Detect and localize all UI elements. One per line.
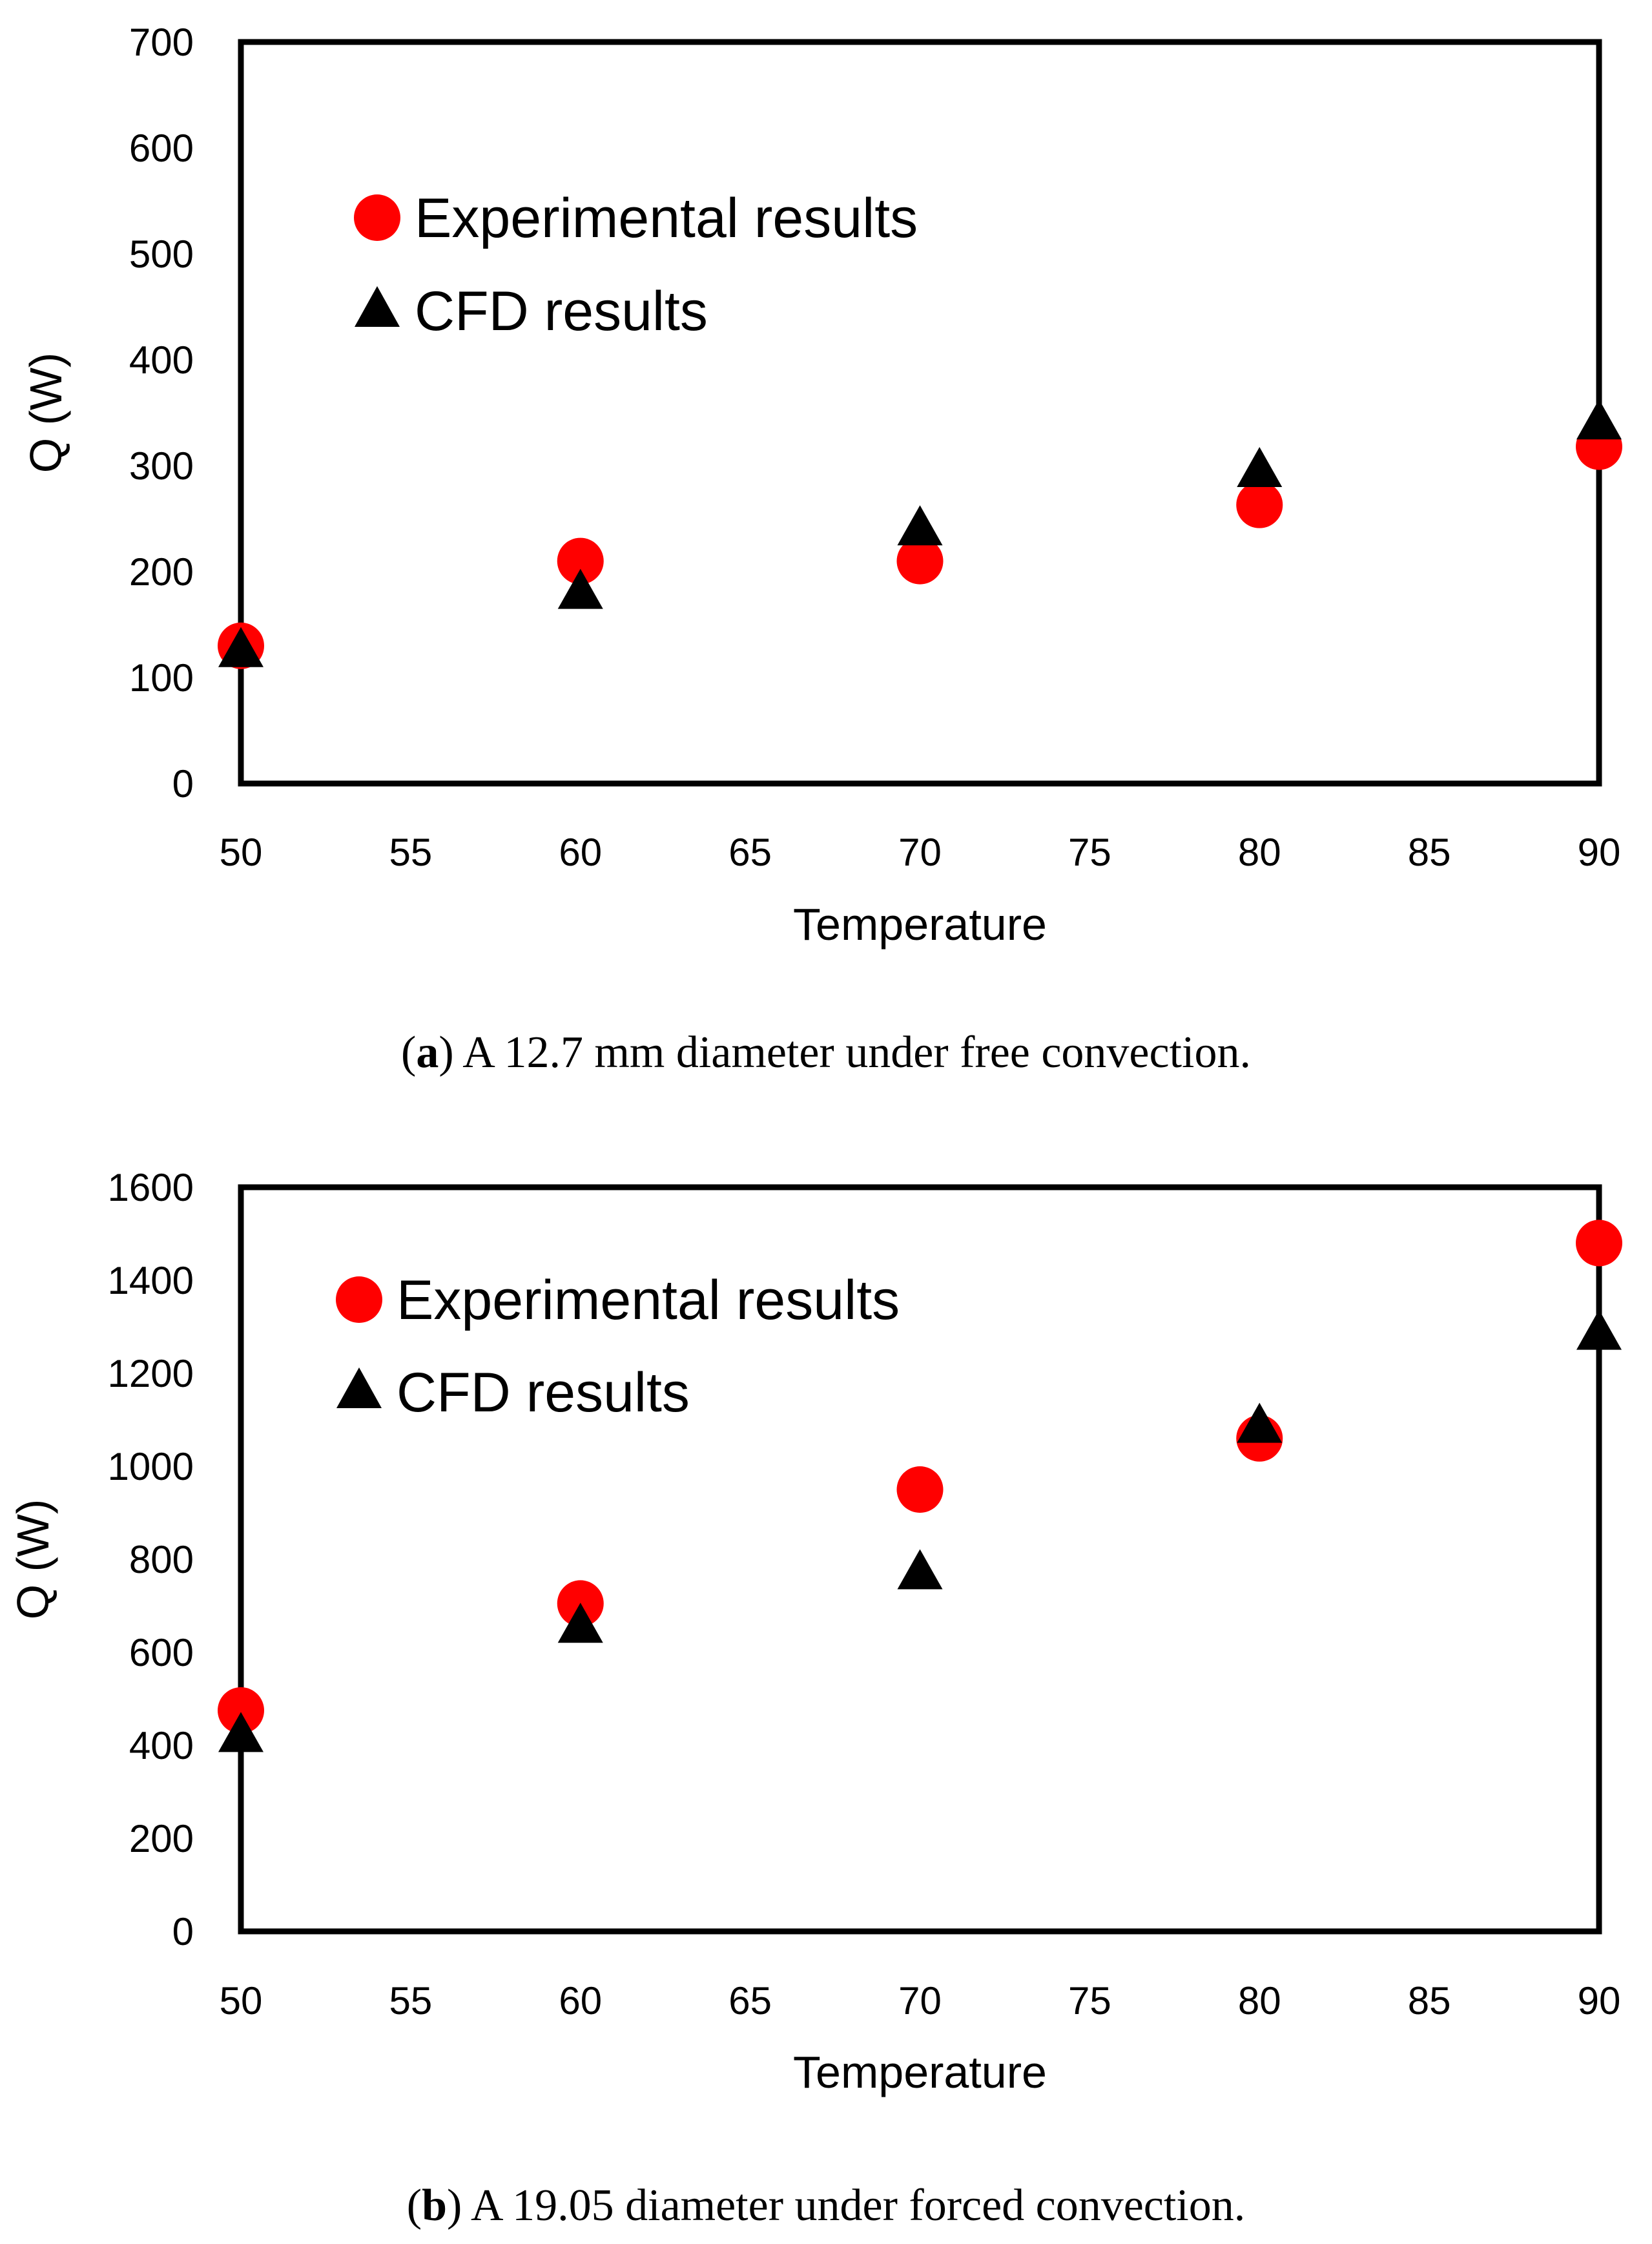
legend: Experimental results CFD results (336, 1269, 900, 1424)
y-tick-label: 0 (172, 762, 194, 805)
data-point-cfd (897, 1549, 943, 1590)
x-tick-label: 80 (1238, 831, 1281, 874)
legend-label: CFD results (415, 280, 708, 342)
y-tick-label: 100 (129, 656, 194, 700)
x-tick-label: 90 (1578, 1979, 1621, 2022)
data-point-cfd (557, 1603, 603, 1643)
figure-caption: (b) A 19.05 diameter under forced convec… (407, 2181, 1246, 2230)
data-point-cfd (1237, 1402, 1283, 1443)
y-tick-label: 1200 (108, 1352, 194, 1395)
x-tick-label: 60 (559, 1979, 602, 2022)
y-tick-label: 200 (129, 550, 194, 594)
data-point-cfd (897, 505, 943, 546)
legend-marker-experimental (336, 1276, 382, 1323)
data-point-cfd (557, 568, 603, 609)
data-point-cfd (218, 1712, 263, 1752)
data-point-experimental (896, 537, 944, 585)
data-point-experimental (218, 1687, 264, 1734)
y-tick-label: 800 (129, 1538, 194, 1581)
y-tick-label: 300 (129, 444, 194, 488)
y-tick-label: 600 (129, 1631, 194, 1674)
chart-panel-a: 50 55 60 65 70 75 80 85 90 0 100 200 300 400 500 600 700… (21, 21, 1622, 1077)
figure-caption: (a) A 12.7 mm diameter under free convec… (401, 1028, 1251, 1077)
data-point-experimental (896, 1466, 944, 1513)
legend-label: Experimental results (397, 1269, 900, 1331)
data-point-experimental (1576, 1220, 1622, 1267)
y-tick-label: 1000 (108, 1445, 194, 1488)
x-tick-label: 70 (898, 831, 942, 874)
y-tick-label: 1400 (108, 1259, 194, 1302)
x-tick-label: 60 (559, 831, 602, 874)
legend-marker-cfd (336, 1367, 382, 1408)
y-tick-label: 600 (129, 127, 194, 170)
x-tick-label: 70 (898, 1979, 942, 2022)
legend-label: CFD results (397, 1362, 690, 1424)
x-tick-label: 75 (1068, 1979, 1111, 2022)
y-tick-label: 500 (129, 233, 194, 276)
y-axis-title: Q (W) (8, 1499, 58, 1620)
plot-area-frame (238, 39, 1602, 787)
x-tick-label: 65 (728, 831, 772, 874)
x-tick-label: 55 (389, 831, 433, 874)
x-tick-label: 65 (728, 1979, 772, 2022)
caption-panel-label: b (422, 2181, 447, 2230)
data-point-cfd (1237, 447, 1283, 487)
data-point-cfd (1576, 1309, 1622, 1350)
data-point-cfd (1576, 399, 1622, 440)
y-tick-label: 400 (129, 338, 194, 382)
y-tick-label: 200 (129, 1817, 194, 1860)
legend-marker-cfd (355, 286, 400, 327)
y-tick-label: 1600 (108, 1166, 194, 1209)
y-tick-label: 400 (129, 1724, 194, 1767)
x-tick-label: 55 (389, 1979, 433, 2022)
x-tick-label: 50 (220, 1979, 263, 2022)
plot-area-frame (238, 1184, 1602, 1935)
x-tick-label: 85 (1408, 831, 1451, 874)
x-tick-label: 50 (220, 831, 263, 874)
caption-panel-label: a (416, 1028, 439, 1077)
legend-label: Experimental results (415, 187, 918, 249)
x-axis-title: Temperature (793, 899, 1047, 950)
data-point-cfd (218, 627, 263, 667)
x-tick-label: 90 (1578, 831, 1621, 874)
y-tick-label: 700 (129, 21, 194, 64)
data-point-experimental (1236, 481, 1283, 528)
x-tick-label: 80 (1238, 1979, 1281, 2022)
legend-marker-experimental (354, 194, 400, 241)
x-tick-label: 75 (1068, 831, 1111, 874)
x-axis-title: Temperature (793, 2047, 1047, 2097)
legend: Experimental results CFD results (354, 187, 918, 342)
y-tick-label: 0 (172, 1910, 194, 1953)
y-axis-title: Q (W) (21, 353, 71, 473)
x-tick-label: 85 (1408, 1979, 1451, 2022)
data-point-experimental (557, 537, 604, 585)
chart-panel-b: 50 55 60 65 70 75 80 85 90 0 200 400 600 800 1000 1200 1… (8, 1166, 1622, 2230)
